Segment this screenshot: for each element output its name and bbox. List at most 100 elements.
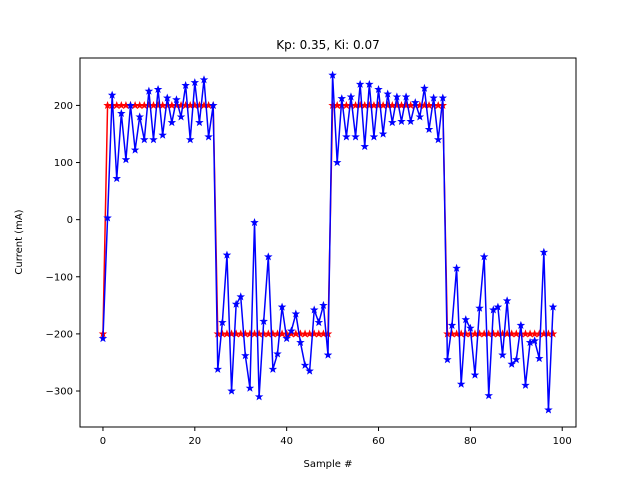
data-point — [475, 303, 484, 312]
data-point — [153, 84, 163, 94]
data-point — [512, 355, 521, 364]
data-point — [507, 359, 516, 368]
data-point — [167, 118, 177, 127]
data-point — [328, 70, 337, 79]
data-point — [544, 405, 553, 414]
data-point — [245, 383, 255, 392]
data-point — [443, 355, 452, 364]
data-point — [433, 135, 443, 144]
data-point — [456, 379, 466, 388]
data-point — [236, 292, 245, 301]
data-point — [406, 116, 415, 126]
plot-frame — [79, 57, 577, 428]
data-point — [273, 349, 282, 358]
data-point — [130, 145, 140, 154]
data-point — [218, 318, 227, 327]
data-point — [140, 135, 149, 144]
data-point — [190, 78, 200, 87]
data-point — [502, 296, 512, 305]
data-point — [254, 392, 264, 401]
chart-title: Kp: 0.35, Ki: 0.07 — [276, 38, 379, 52]
data-point — [291, 309, 301, 318]
data-point — [383, 89, 392, 98]
data-point — [296, 337, 305, 347]
data-point — [479, 252, 489, 261]
data-point — [199, 75, 209, 84]
data-point — [181, 80, 190, 90]
y-tick-label: 100 — [54, 158, 73, 169]
data-point — [112, 174, 121, 183]
x-tick-label: 20 — [188, 436, 201, 447]
x-axis: 0 20 40 60 80 100 — [100, 427, 572, 447]
data-point — [319, 300, 328, 309]
x-tick-label: 40 — [280, 436, 293, 447]
y-axis: −300 −200 −100 0 100 200 — [46, 101, 80, 398]
data-point — [535, 353, 544, 363]
data-point — [452, 263, 461, 272]
data-point — [365, 79, 374, 88]
data-point — [360, 142, 369, 151]
series-0 — [98, 100, 558, 338]
data-point — [493, 302, 503, 311]
data-point — [355, 79, 365, 88]
y-tick-label: 200 — [54, 101, 73, 112]
x-tick-label: 100 — [553, 436, 572, 447]
data-point — [346, 92, 356, 101]
data-point — [484, 391, 493, 400]
data-point — [530, 336, 539, 345]
data-point — [158, 130, 167, 139]
data-point — [521, 380, 530, 389]
data-point — [126, 100, 135, 110]
plot-area — [98, 70, 558, 414]
data-point — [309, 305, 319, 314]
data-point — [185, 135, 195, 144]
data-point — [397, 116, 406, 126]
data-point — [305, 366, 314, 375]
data-point — [172, 95, 181, 104]
data-point — [135, 112, 144, 121]
data-point — [420, 83, 429, 92]
data-point — [227, 386, 236, 395]
y-tick-label: −100 — [46, 272, 73, 283]
series-1 — [98, 70, 558, 414]
data-point — [268, 364, 278, 373]
data-point — [392, 92, 402, 101]
data-point — [369, 132, 379, 141]
data-point — [208, 100, 218, 110]
data-point — [277, 302, 287, 311]
data-point — [176, 112, 186, 121]
x-tick-label: 0 — [100, 436, 106, 447]
data-point — [498, 350, 507, 359]
x-tick-label: 60 — [372, 436, 385, 447]
data-point — [195, 118, 204, 127]
data-point — [314, 318, 324, 327]
data-point — [525, 337, 535, 347]
data-point — [107, 90, 117, 99]
data-point — [332, 158, 342, 167]
data-point — [447, 320, 457, 329]
data-point — [424, 124, 434, 134]
data-point — [516, 320, 526, 329]
data-point — [351, 132, 360, 141]
data-point — [378, 129, 388, 138]
data-point — [401, 92, 411, 101]
data-point — [466, 323, 475, 332]
x-axis-label: Sample # — [303, 459, 352, 470]
x-tick-label: 80 — [464, 436, 477, 447]
data-point — [231, 299, 241, 308]
data-point — [548, 329, 558, 338]
data-point — [250, 218, 259, 227]
data-point — [300, 360, 310, 369]
data-point — [548, 302, 558, 311]
y-tick-label: −200 — [46, 329, 73, 340]
data-point — [213, 364, 223, 373]
data-point — [149, 135, 158, 144]
series-line — [102, 74, 554, 411]
data-point — [259, 316, 268, 325]
data-point — [323, 350, 333, 359]
data-point — [163, 93, 172, 102]
data-point — [103, 213, 112, 222]
data-point — [337, 94, 347, 103]
data-point — [342, 132, 351, 141]
